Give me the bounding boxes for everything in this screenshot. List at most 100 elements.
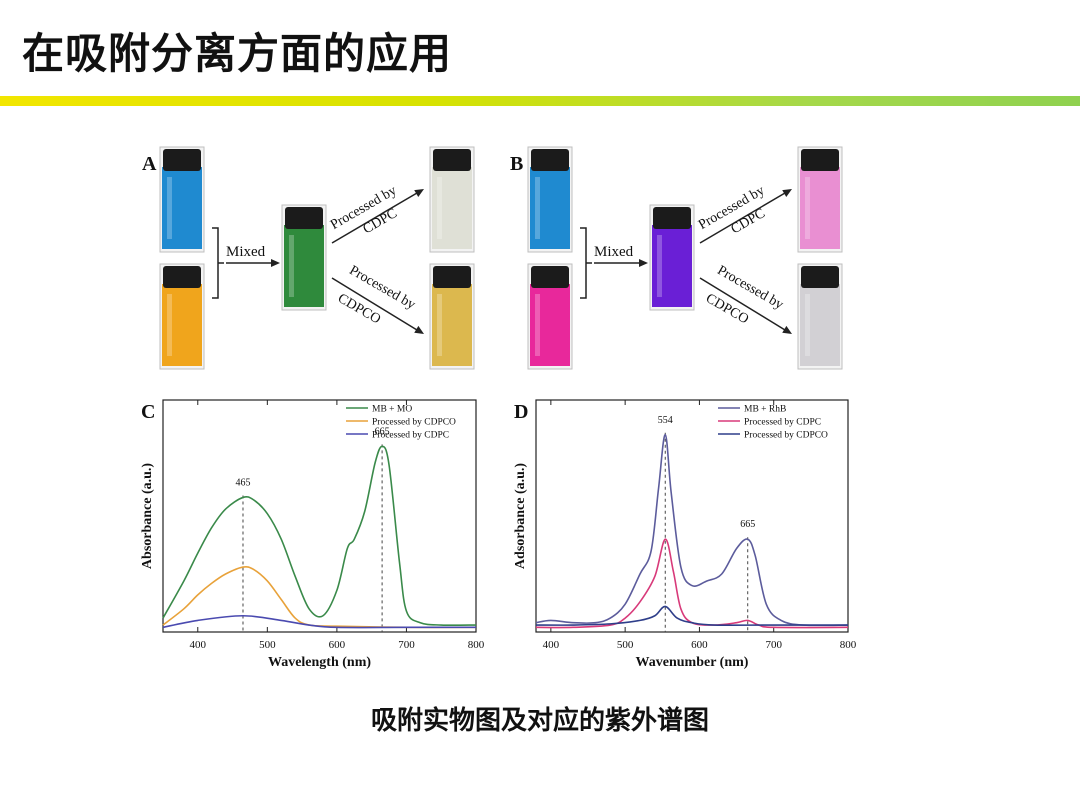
vial-highlight (535, 294, 540, 356)
vial-cap (285, 207, 323, 229)
arrow-head (639, 259, 648, 267)
series-line (535, 605, 848, 627)
panel-label: A (142, 153, 157, 175)
vial-highlight (437, 177, 442, 239)
bracket (212, 227, 224, 299)
vial-liquid (530, 284, 570, 366)
peak-label: 554 (658, 415, 673, 426)
chart-panel-c: C 400 500 600 700 800 Wavelength (nm) Absorbanc… (140, 399, 485, 670)
process-label-line2: CDPCO (335, 291, 383, 327)
peak-label: 665 (375, 426, 390, 437)
vial-input-top (159, 146, 205, 253)
plot-frame (535, 399, 849, 633)
vial-highlight (167, 294, 172, 356)
series-line (162, 614, 476, 629)
vial-liquid (432, 284, 472, 366)
arrow-head (271, 259, 280, 267)
x-tick-label: 500 (617, 639, 634, 651)
arrow-head (414, 189, 424, 198)
vial-output-top (429, 146, 475, 253)
vial-output-bottom (797, 263, 843, 370)
legend-label: Processed by CDPCO (744, 431, 828, 441)
vial-cap (531, 149, 569, 171)
panel-label: C (141, 401, 155, 423)
vial-mixed (649, 204, 695, 311)
x-tick-label: 800 (840, 639, 857, 651)
x-tick-label: 700 (765, 639, 782, 651)
vial-highlight (805, 294, 810, 356)
x-axis-label: Wavelength (nm) (268, 655, 371, 670)
peak-label: 465 (235, 477, 250, 488)
vial-highlight (805, 177, 810, 239)
arrow-head (414, 325, 424, 334)
vial-output-top (797, 146, 843, 253)
arrow-line (331, 277, 418, 331)
legend-label: MB + MO (372, 405, 412, 415)
legend-label: MB + RhB (744, 405, 786, 415)
vial-mixed (281, 204, 327, 311)
plot-frame (162, 399, 477, 633)
x-tick-label: 400 (190, 639, 207, 651)
series-line (162, 565, 477, 629)
slide-title: 在吸附分离方面的应用 (22, 29, 453, 78)
vial-cap (163, 266, 201, 288)
figure-caption: 吸附实物图及对应的紫外谱图 (370, 706, 709, 736)
vial-liquid (432, 167, 472, 249)
series-line (162, 445, 477, 627)
y-axis-label: Adsorbance (a.u.) (513, 463, 528, 570)
vial-liquid (162, 284, 202, 366)
x-tick-label: 400 (543, 639, 560, 651)
vial-liquid (800, 167, 840, 249)
mixed-label: Mixed (226, 244, 266, 260)
arrow-head (782, 189, 792, 198)
vial-cap (433, 266, 471, 288)
x-axis-label: Wavenumber (nm) (636, 655, 749, 670)
arrow-line (699, 277, 786, 331)
vial-highlight (657, 235, 662, 297)
panel-label: D (514, 401, 528, 423)
vial-input-bottom (159, 263, 205, 370)
vial-liquid (530, 167, 570, 249)
vial-input-bottom (527, 263, 573, 370)
arrow-head (782, 325, 792, 334)
vial-liquid (800, 284, 840, 366)
series-line (535, 538, 849, 629)
x-tick-label: 600 (329, 639, 346, 651)
vial-cap (163, 149, 201, 171)
vial-cap (531, 266, 569, 288)
peak-label: 665 (740, 519, 755, 530)
series-line (535, 433, 849, 627)
x-tick-label: 700 (398, 639, 415, 651)
vial-cap (801, 149, 839, 171)
vial-liquid (284, 225, 324, 307)
arrow-line (331, 192, 418, 244)
title-accent-bar (0, 96, 1080, 106)
arrow-line (699, 192, 786, 244)
vial-highlight (535, 177, 540, 239)
vial-highlight (437, 294, 442, 356)
mixed-label: Mixed (594, 244, 634, 260)
x-tick-label: 600 (691, 639, 708, 651)
vial-highlight (289, 235, 294, 297)
legend-label: Processed by CDPCO (372, 418, 456, 428)
panel-label: B (510, 153, 523, 175)
legend-label: Processed by CDPC (744, 418, 821, 428)
x-tick-label: 500 (259, 639, 276, 651)
vial-cap (653, 207, 691, 229)
vial-cap (433, 149, 471, 171)
vial-liquid (652, 225, 692, 307)
vial-liquid (162, 167, 202, 249)
x-tick-label: 800 (468, 639, 485, 651)
vial-highlight (167, 177, 172, 239)
bracket (580, 227, 592, 299)
vial-input-top (527, 146, 573, 253)
vial-output-bottom (429, 263, 475, 370)
process-label-line2: CDPCO (703, 291, 751, 327)
